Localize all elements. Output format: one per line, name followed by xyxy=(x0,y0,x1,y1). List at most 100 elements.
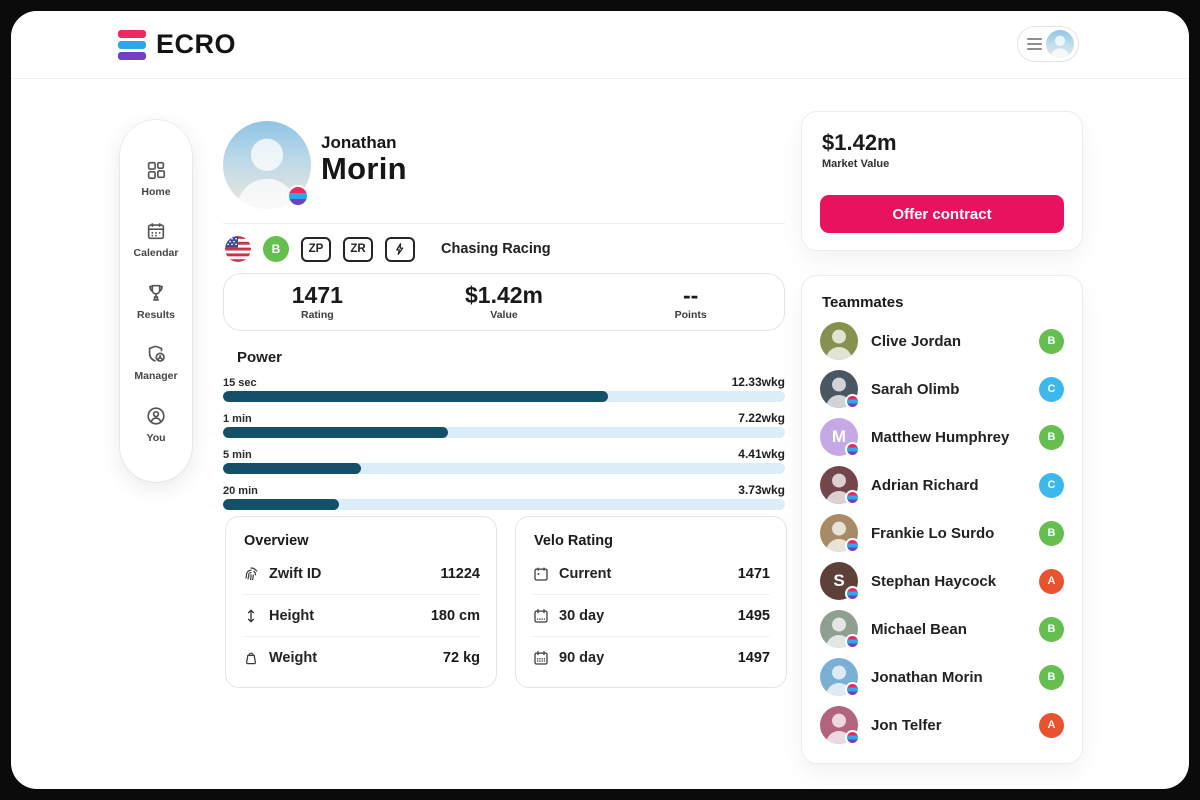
power-row-1min: 1 min 7.22wkg xyxy=(223,411,785,438)
right-sidebar: $1.42m Market Value Offer contract Teamm… xyxy=(801,111,1083,764)
sidebar-item-calendar[interactable]: Calendar xyxy=(134,220,178,259)
velo-row-current: Current 1471 xyxy=(532,553,770,595)
ecro-member-badge-icon xyxy=(845,538,860,553)
teammate-name: Michael Bean xyxy=(871,620,967,638)
offer-contract-button[interactable]: Offer contract xyxy=(820,195,1064,233)
top-bar: ECRO xyxy=(11,11,1189,79)
teammate-row[interactable]: Clive Jordan B xyxy=(820,317,1064,365)
sidebar-item-label: Manager xyxy=(134,370,178,382)
ecro-member-badge-icon xyxy=(845,682,860,697)
teammate-avatar: M xyxy=(820,418,860,457)
teammate-name: Frankie Lo Surdo xyxy=(871,524,995,542)
topbar-user-avatar xyxy=(1046,30,1074,58)
stat-points: -- Points xyxy=(597,281,784,322)
teammate-row[interactable]: Michael Bean B xyxy=(820,605,1064,653)
zwiftracing-badge[interactable]: ZR xyxy=(343,236,373,262)
power-bar-track xyxy=(223,499,785,510)
teammate-row[interactable]: Adrian Richard C xyxy=(820,461,1064,509)
team-name[interactable]: Chasing Racing xyxy=(441,241,551,257)
ecro-member-badge-icon xyxy=(845,730,860,745)
overview-label: Weight xyxy=(269,650,318,666)
sidebar-item-label: Home xyxy=(141,185,171,198)
teammate-row[interactable]: Frankie Lo Surdo B xyxy=(820,509,1064,557)
power-title: Power xyxy=(237,349,283,366)
overview-card: Overview Zwift ID 11224 xyxy=(225,516,497,688)
stat-value: -- xyxy=(683,281,699,308)
profile-last-name: Morin xyxy=(321,151,407,186)
trophy-icon xyxy=(149,284,163,301)
overview-value: 180 cm xyxy=(430,607,480,624)
profile-main: Jonathan Morin xyxy=(223,111,787,688)
divider xyxy=(223,223,785,224)
teammate-category-badge: B xyxy=(1039,664,1064,690)
bolt-icon xyxy=(396,243,404,255)
ecro-member-badge-icon xyxy=(845,634,860,649)
category-badge: B xyxy=(263,236,289,262)
ecro-member-badge-icon xyxy=(845,394,860,409)
calendar-current-icon xyxy=(534,567,548,581)
teammate-row[interactable]: Jon Telfer A xyxy=(820,701,1064,749)
fingerprint-icon xyxy=(245,566,258,580)
teammate-category-badge: B xyxy=(1039,424,1064,450)
velo-rating-title: Velo Rating xyxy=(534,533,613,549)
power-row-5min: 5 min 4.41wkg xyxy=(223,447,785,474)
teammate-category-badge: C xyxy=(1039,472,1064,498)
app-logo[interactable]: ECRO xyxy=(118,29,236,60)
teammate-category-badge: A xyxy=(1039,712,1064,738)
teammate-avatar xyxy=(820,610,860,649)
teammate-category-badge: C xyxy=(1039,376,1064,402)
teammate-name: Clive Jordan xyxy=(871,332,962,350)
power-value: 3.73wkg xyxy=(738,483,785,497)
ecro-member-badge-icon xyxy=(287,185,309,207)
account-menu-button[interactable] xyxy=(1017,26,1079,62)
ecro-logo-icon xyxy=(118,29,146,60)
sidebar-nav: Home Calendar Results Manager xyxy=(120,120,192,482)
teammate-avatar: S xyxy=(820,562,860,601)
teammate-avatar xyxy=(820,466,860,505)
height-icon xyxy=(247,609,255,622)
sidebar-item-you[interactable]: You xyxy=(145,405,167,444)
velo-value: 1471 xyxy=(737,565,770,582)
sidebar-item-home[interactable]: Home xyxy=(141,159,171,198)
ecro-member-badge-icon xyxy=(845,490,860,505)
teammate-name: Adrian Richard xyxy=(871,476,979,494)
sidebar-item-label: Results xyxy=(137,308,175,321)
shield-user-icon xyxy=(148,345,165,362)
power-bar-fill xyxy=(223,391,608,402)
teammates-title: Teammates xyxy=(822,294,904,311)
teammate-row[interactable]: M Matthew Humphrey B xyxy=(820,413,1064,461)
hamburger-icon xyxy=(1027,37,1042,51)
teammate-category-badge: B xyxy=(1039,328,1064,354)
teammate-row[interactable]: Jonathan Morin B xyxy=(820,653,1064,701)
logo-text: ECRO xyxy=(156,29,237,59)
power-label: 1 min xyxy=(223,413,252,425)
activity-bolt-badge[interactable] xyxy=(385,236,415,262)
teammate-avatar xyxy=(820,322,858,360)
velo-label: 90 day xyxy=(559,650,605,666)
ecro-member-badge-icon xyxy=(845,586,860,601)
zwiftpower-badge[interactable]: ZP xyxy=(301,236,331,262)
overview-title: Overview xyxy=(244,533,309,549)
velo-row-30day: 30 day 1495 xyxy=(532,595,770,637)
teammate-name: Stephan Haycock xyxy=(871,572,997,590)
teammate-category-badge: B xyxy=(1039,520,1064,546)
teammate-name: Jonathan Morin xyxy=(871,668,983,686)
teammate-avatar xyxy=(820,370,860,409)
stat-label: Points xyxy=(674,309,707,322)
market-value-label: Market Value xyxy=(822,158,890,170)
overview-row-height: Height 180 cm xyxy=(242,595,480,637)
sidebar-item-manager[interactable]: Manager xyxy=(134,343,178,382)
stat-value: 1471 xyxy=(291,281,343,308)
teammate-row[interactable]: S Stephan Haycock A xyxy=(820,557,1064,605)
power-value: 12.33wkg xyxy=(731,375,785,389)
market-value-card: $1.42m Market Value Offer contract xyxy=(801,111,1083,251)
user-circle-icon xyxy=(147,406,165,425)
teammate-name: Matthew Humphrey xyxy=(871,428,1010,446)
teammates-card: Teammates Clive Jordan B Sarah Olimb C xyxy=(801,275,1083,764)
teammate-name: Sarah Olimb xyxy=(871,380,960,398)
teammate-name: Jon Telfer xyxy=(871,716,942,734)
sidebar-item-results[interactable]: Results xyxy=(137,282,175,321)
teammate-row[interactable]: Sarah Olimb C xyxy=(820,365,1064,413)
profile-header: Jonathan Morin xyxy=(223,111,785,213)
teammate-category-badge: B xyxy=(1039,616,1064,642)
